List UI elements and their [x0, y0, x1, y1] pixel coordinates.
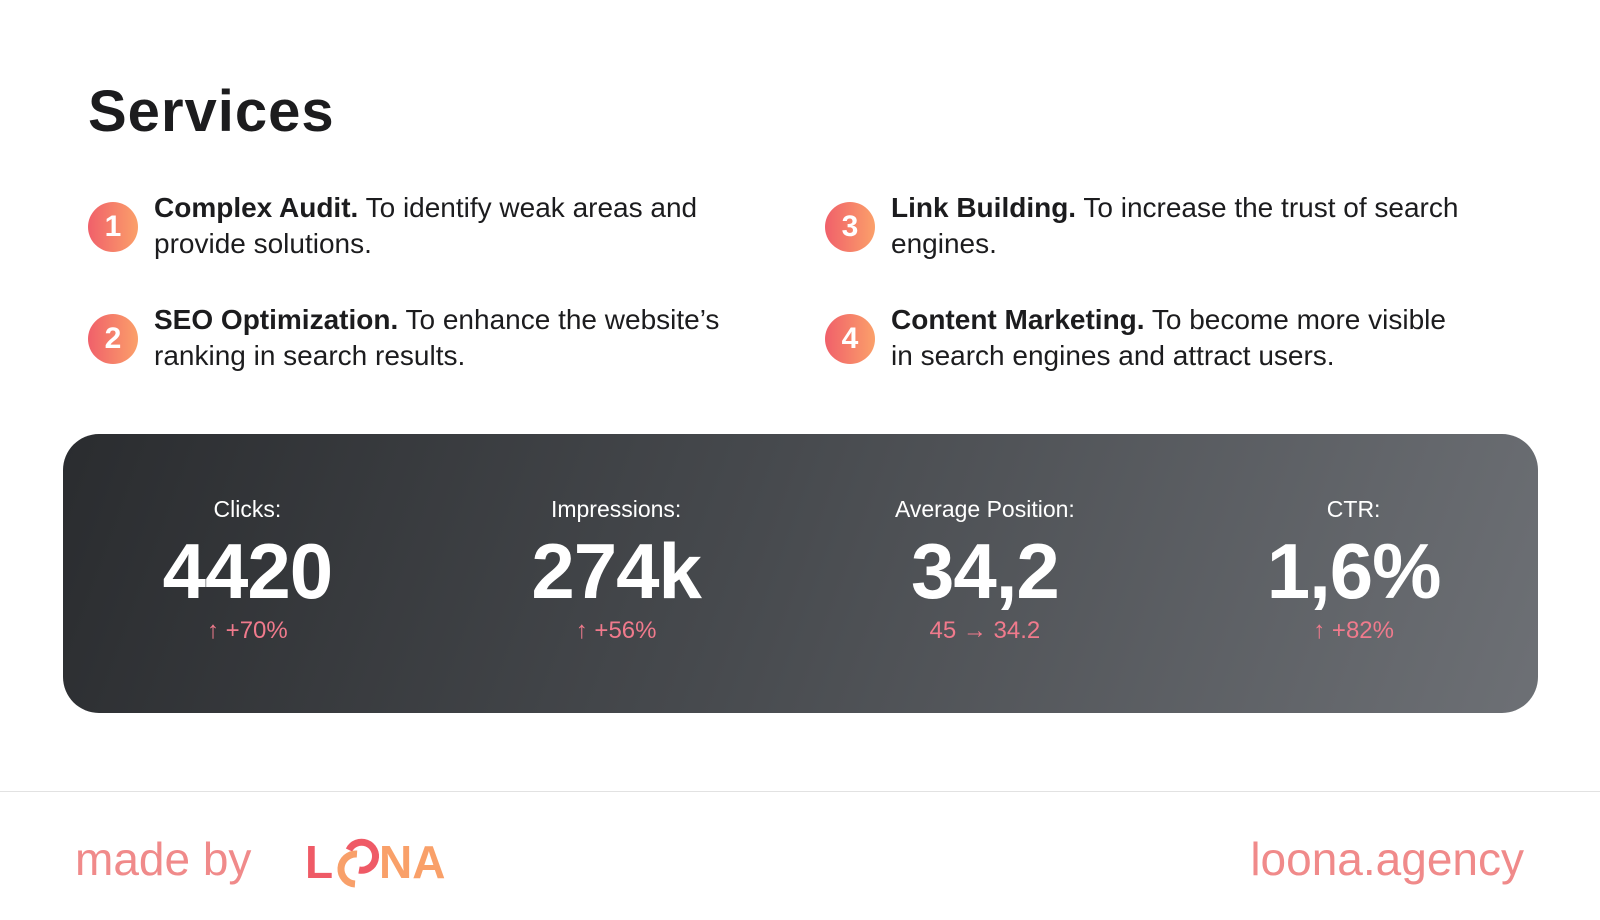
stat-ctr: CTR: 1,6% ↑ +82% — [1169, 434, 1538, 713]
stat-value: 4420 — [162, 527, 334, 615]
stat-change: ↑ +70% — [207, 617, 288, 644]
loona-logo-mark: L NA — [305, 836, 445, 888]
service-name: Content Marketing. — [891, 304, 1145, 335]
service-desc: To increase the trust of search engines. — [891, 192, 1459, 259]
stat-value: 274k — [531, 527, 702, 615]
service-desc: To enhance the website’s ranking in sear… — [154, 304, 720, 371]
website-link[interactable]: loona.agency — [1250, 833, 1524, 885]
service-name: Complex Audit. — [154, 192, 359, 223]
loona-logo: L NA — [305, 834, 455, 890]
stat-label: Average Position: — [894, 496, 1075, 522]
stat-average-position: Average Position: 34,2 45 → 34.2 — [801, 434, 1170, 713]
stat-impressions: Impressions: 274k ↑ +56% — [432, 434, 801, 713]
stat-value: 1,6% — [1266, 527, 1442, 615]
stat-label: Clicks: — [213, 496, 282, 522]
svg-text:L: L — [305, 836, 333, 888]
service-item: 4 Content Marketing. To become more visi… — [825, 302, 1465, 374]
stats-panel: Clicks: 4420 ↑ +70% Impressions: 274k ↑ +56%… — [63, 434, 1538, 713]
stat-label: CTR: — [1326, 496, 1381, 522]
made-by-text: made by — [75, 833, 252, 885]
stat-clicks: Clicks: 4420 ↑ +70% — [63, 434, 432, 713]
stat-value: 34,2 — [910, 527, 1060, 615]
svg-text:NA: NA — [379, 836, 445, 888]
stat-change: ↑ +56% — [575, 617, 657, 644]
stat-label: Impressions: — [550, 496, 682, 522]
number-badge: 2 — [88, 314, 138, 364]
footer-divider — [0, 791, 1600, 792]
stat-change: ↑ +82% — [1313, 617, 1394, 644]
service-desc: To identify weak areas and provide solut… — [154, 192, 698, 259]
number-badge: 3 — [825, 202, 875, 252]
service-name: Link Building. — [891, 192, 1077, 223]
page-title: Services — [88, 79, 335, 144]
stat-change: 45 → 34.2 — [929, 617, 1041, 644]
service-item: 1 Complex Audit. To identify weak areas … — [88, 190, 728, 262]
number-badge: 1 — [88, 202, 138, 252]
service-item: 2 SEO Optimization. To enhance the websi… — [88, 302, 728, 374]
service-name: SEO Optimization. — [154, 304, 399, 335]
service-desc: To become more visible in search engines… — [891, 304, 1446, 371]
number-badge: 4 — [825, 314, 875, 364]
service-item: 3 Link Building. To increase the trust o… — [825, 190, 1465, 262]
